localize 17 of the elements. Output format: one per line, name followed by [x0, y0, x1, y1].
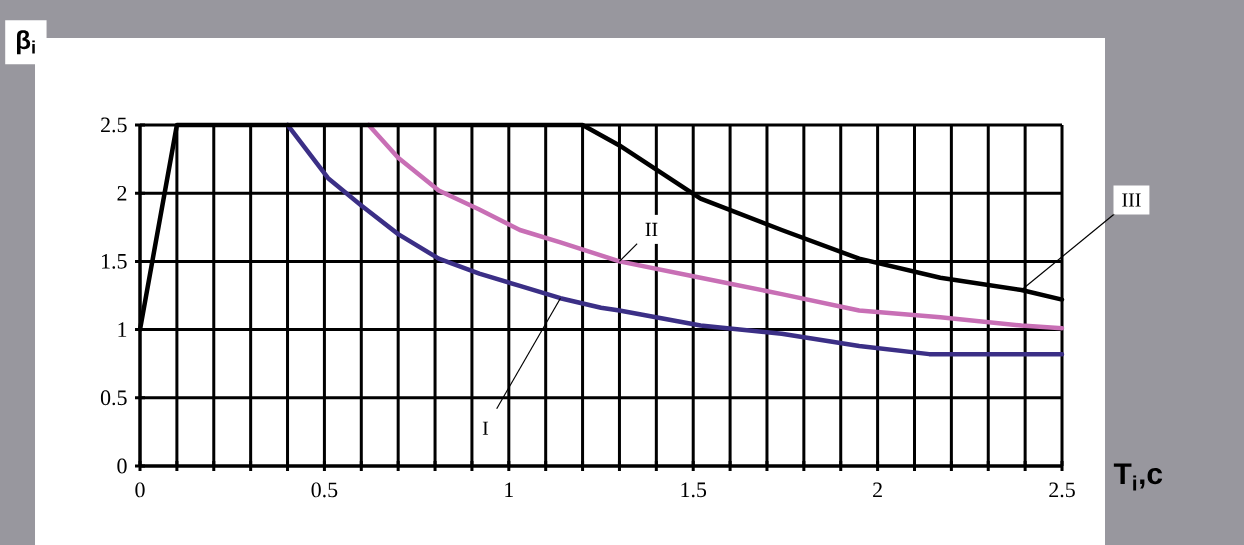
y-axis-title: β$_{i}$	[17, 30, 35, 55]
x-tick-label: 1.5	[681, 482, 707, 498]
x-tick-label: 0.5	[311, 482, 338, 498]
y-tick-label: 0.5	[100, 390, 127, 406]
x-tick-label: 0	[135, 482, 145, 498]
y-tick-label: 1	[118, 322, 127, 337]
x-tick-label: 1	[505, 482, 513, 497]
y-tick-label: 2	[117, 185, 127, 201]
text: I	[482, 421, 489, 435]
y-tick-label: 0	[117, 458, 127, 474]
y-tick-label: 2.5	[101, 117, 127, 133]
x-tick-label: 2	[873, 482, 882, 498]
series-label: II	[645, 222, 658, 236]
x-axis-title: T$_{i}$,c	[1113, 463, 1163, 491]
x-tick-label: 2.5	[1049, 482, 1075, 498]
text: III	[1122, 193, 1141, 207]
y-tick-label: 1.5	[102, 254, 127, 269]
